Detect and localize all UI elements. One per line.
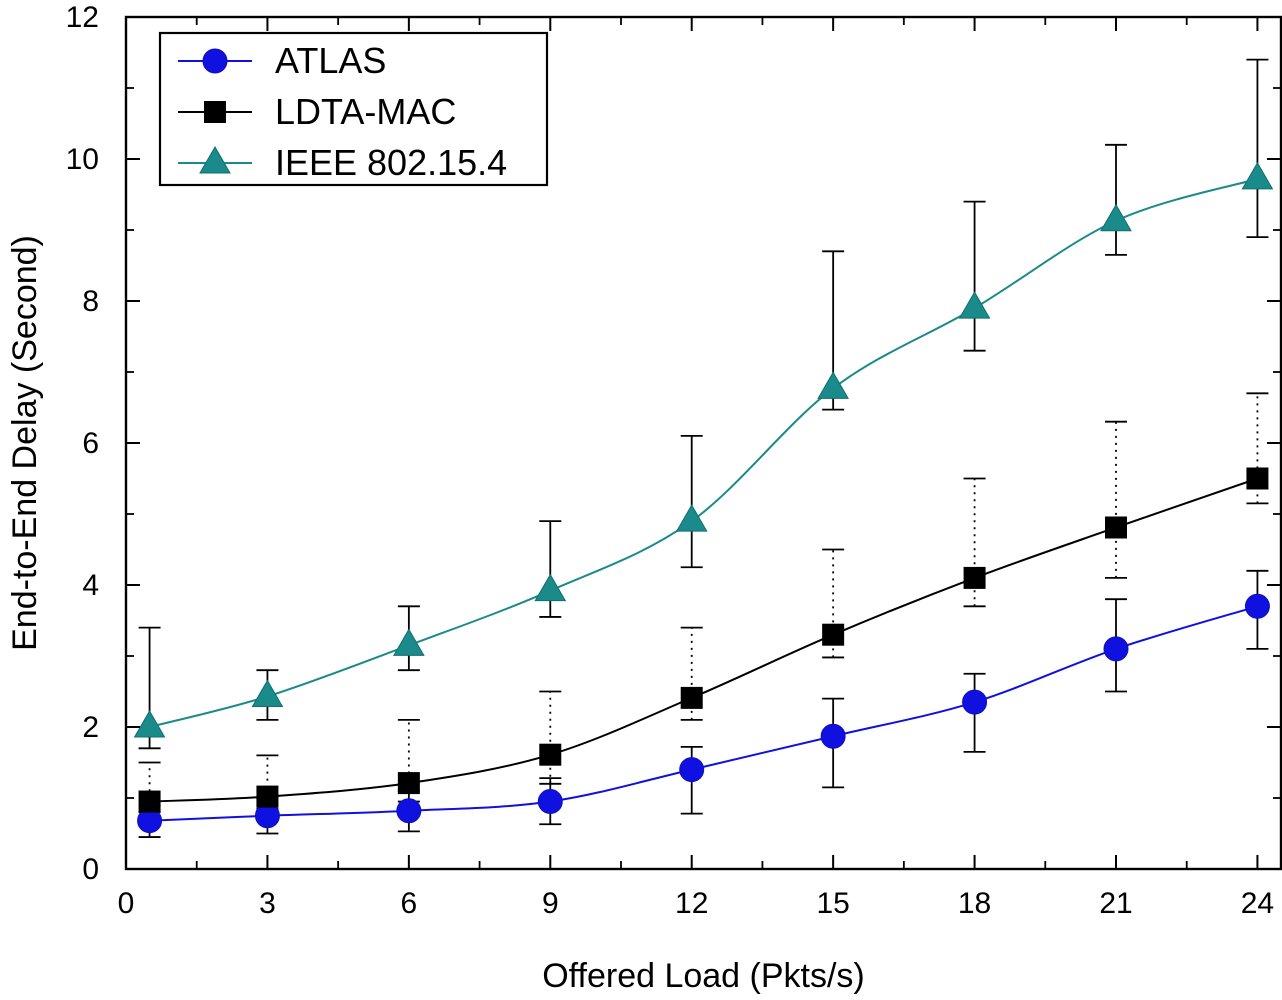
x-tick-label: 18 xyxy=(958,887,991,920)
x-tick-label: 24 xyxy=(1241,887,1274,920)
series-line-ieee-802-15-4 xyxy=(149,177,1258,728)
x-tick-label: 0 xyxy=(118,887,135,920)
data-point-ldta-mac xyxy=(1246,467,1269,490)
data-point-ieee-802-15-4 xyxy=(392,628,425,656)
legend-label: IEEE 802.15.4 xyxy=(275,142,507,183)
data-point-ldta-mac xyxy=(963,566,986,589)
data-point-ieee-802-15-4 xyxy=(1100,203,1132,232)
error-bar xyxy=(1105,420,1127,579)
data-point-ldta-mac xyxy=(680,686,703,709)
error-bar xyxy=(1105,143,1127,256)
error-bar xyxy=(539,690,562,785)
x-tick-label: 6 xyxy=(401,887,418,920)
y-tick-label: 8 xyxy=(82,285,99,318)
y-tick-label: 12 xyxy=(66,1,99,34)
data-point-atlas xyxy=(679,757,705,783)
data-point-ldta-mac xyxy=(1105,516,1127,539)
x-tick-label: 12 xyxy=(675,887,708,920)
legend-label: ATLAS xyxy=(275,40,386,81)
legend-item-atlas: ATLAS xyxy=(178,40,386,81)
error-bar xyxy=(963,200,986,352)
y-tick-label: 2 xyxy=(82,711,99,744)
data-point-ieee-802-15-4 xyxy=(251,679,284,707)
y-axis-title: End-to-End Delay (Second) xyxy=(6,235,44,651)
data-point-ieee-802-15-4 xyxy=(817,371,850,399)
y-tick-label: 0 xyxy=(82,853,99,886)
data-point-ieee-802-15-4 xyxy=(133,709,166,738)
error-bar xyxy=(539,520,562,618)
x-tick-label: 9 xyxy=(542,887,559,920)
data-point-atlas xyxy=(537,789,563,815)
data-point-ldta-mac xyxy=(822,623,845,646)
error-bar xyxy=(822,548,845,659)
y-tick-label: 6 xyxy=(82,427,99,460)
legend-marker xyxy=(204,101,226,123)
series-line-atlas xyxy=(149,605,1258,822)
data-point-atlas xyxy=(962,689,988,715)
data-point-ieee-802-15-4 xyxy=(958,291,991,319)
data-point-atlas xyxy=(1244,593,1270,619)
legend-item-ieee-802-15-4: IEEE 802.15.4 xyxy=(178,142,507,183)
error-bar xyxy=(1246,58,1269,239)
legend-item-ldta-mac: LDTA-MAC xyxy=(178,91,456,132)
data-point-ieee-802-15-4 xyxy=(675,504,708,532)
x-tick-label: 21 xyxy=(1099,887,1132,920)
x-tick-label: 15 xyxy=(816,887,849,920)
error-bar xyxy=(1246,392,1269,505)
y-tick-label: 10 xyxy=(66,143,99,176)
error-bar xyxy=(680,434,703,569)
x-axis-title: Offered Load (Pkts/s) xyxy=(542,957,865,995)
data-point-ieee-802-15-4 xyxy=(534,573,567,602)
x-tick-label: 3 xyxy=(259,887,276,920)
legend-label: LDTA-MAC xyxy=(275,91,456,132)
legend-marker xyxy=(199,145,231,174)
data-point-atlas xyxy=(1103,636,1129,662)
data-point-atlas xyxy=(396,798,422,824)
data-point-ldta-mac xyxy=(256,785,279,808)
data-point-ldta-mac xyxy=(397,772,420,795)
y-tick-label: 4 xyxy=(82,569,99,602)
data-point-ldta-mac xyxy=(138,790,161,813)
data-point-ieee-802-15-4 xyxy=(1241,161,1274,190)
legend-marker xyxy=(202,48,228,74)
data-point-ldta-mac xyxy=(539,743,562,766)
data-point-atlas xyxy=(820,723,846,749)
